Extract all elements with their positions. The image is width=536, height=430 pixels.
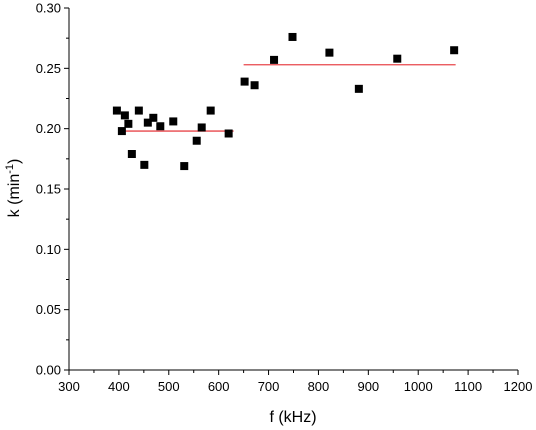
- data-point: [192, 136, 201, 145]
- data-point: [250, 81, 259, 90]
- data-point: [120, 111, 129, 120]
- data-point: [224, 129, 233, 138]
- x-tick-label: 700: [258, 379, 280, 394]
- data-point: [197, 123, 206, 132]
- y-tick-label: 0.30: [36, 1, 61, 16]
- x-tick-label: 500: [158, 379, 180, 394]
- data-point: [288, 32, 297, 41]
- x-tick-label: 900: [357, 379, 379, 394]
- data-point: [143, 118, 152, 127]
- fit-lines: [122, 64, 456, 132]
- data-point: [117, 127, 126, 136]
- y-tick-label: 0.20: [36, 121, 61, 136]
- data-point: [149, 113, 158, 122]
- data-point: [180, 162, 189, 171]
- y-axis-label-tail: ): [6, 159, 23, 164]
- y-tick-label: 0.25: [36, 61, 61, 76]
- x-tick-label: 1100: [454, 379, 482, 394]
- data-point: [124, 119, 133, 128]
- x-tick-label: 800: [308, 379, 330, 394]
- data-point: [354, 84, 363, 93]
- y-axis-label-sup: -1: [4, 164, 16, 174]
- data-point: [134, 106, 143, 115]
- data-point: [270, 55, 279, 64]
- x-tick-label: 300: [58, 379, 80, 394]
- x-tick-label: 1200: [504, 379, 533, 394]
- data-point: [156, 122, 165, 131]
- data-point: [140, 160, 149, 169]
- data-point: [206, 106, 215, 115]
- x-tick-label: 400: [108, 379, 130, 394]
- y-axis-label: k (min-1): [4, 159, 23, 218]
- x-axis-label: f (kHz): [269, 409, 316, 426]
- x-tick-label: 600: [208, 379, 230, 394]
- y-tick-label: 0.05: [36, 302, 61, 317]
- data-point: [240, 77, 249, 86]
- data-point: [127, 150, 136, 159]
- y-axis-label-base: k (min: [6, 174, 23, 218]
- y-tick-label: 0.00: [36, 363, 61, 378]
- data-points: [112, 32, 459, 171]
- data-point: [325, 48, 334, 57]
- data-point: [393, 54, 402, 63]
- x-tick-label: 1000: [404, 379, 433, 394]
- y-tick-label: 0.10: [36, 242, 61, 257]
- x-axis-ticks: 300 400 500 600 700 800 900 1000 1100 1200: [58, 370, 532, 394]
- data-point: [112, 106, 121, 115]
- data-point: [450, 46, 459, 55]
- y-tick-label: 0.15: [36, 182, 61, 197]
- y-axis-ticks: 0.00 0.05 0.10 0.15 0.20 0.25 0.30: [36, 1, 69, 378]
- data-point: [169, 117, 178, 126]
